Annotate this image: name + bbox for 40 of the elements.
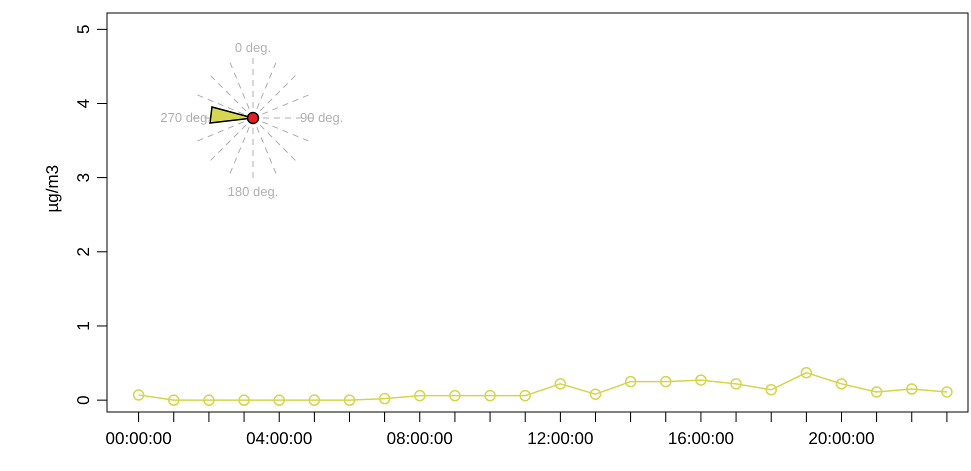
x-tick-label: 04:00:00: [246, 429, 312, 448]
y-tick-label: 4: [74, 98, 93, 108]
y-tick-label: 1: [74, 321, 93, 331]
y-tick-label: 2: [74, 247, 93, 257]
x-tick-label: 20:00:00: [808, 429, 875, 448]
point: [836, 378, 848, 390]
x-tick-label: 00:00:00: [106, 429, 172, 448]
x-tick-label: 12:00:00: [527, 429, 594, 448]
point: [554, 378, 566, 390]
point: [414, 390, 426, 402]
y-axis-title: µg/m3: [43, 164, 62, 212]
point: [132, 389, 144, 401]
point: [168, 394, 180, 406]
y-tick-label: 0: [74, 395, 93, 405]
x-tick-label: 16:00:00: [668, 429, 734, 448]
point: [695, 374, 707, 386]
point: [238, 394, 250, 406]
point: [870, 386, 882, 398]
y-tick-label: 5: [74, 24, 93, 34]
point: [273, 394, 285, 406]
x-tick-label: 08:00:00: [386, 429, 453, 448]
point: [590, 388, 602, 400]
annotation: 0 deg.: [234, 40, 272, 55]
point: [941, 386, 953, 398]
point: [765, 384, 777, 396]
point: [484, 390, 496, 402]
point: [378, 392, 390, 404]
point: [519, 390, 531, 402]
annotation: 180 deg.: [228, 184, 278, 199]
point: [800, 366, 812, 378]
point: [344, 394, 356, 406]
point: [906, 383, 918, 395]
point: [203, 394, 215, 406]
point: [660, 376, 672, 388]
annotation: 90 deg.: [300, 110, 344, 125]
point: [730, 378, 742, 390]
y-tick-label: 3: [74, 172, 93, 182]
point: [308, 394, 320, 406]
point: [449, 390, 461, 402]
point: [624, 376, 636, 388]
